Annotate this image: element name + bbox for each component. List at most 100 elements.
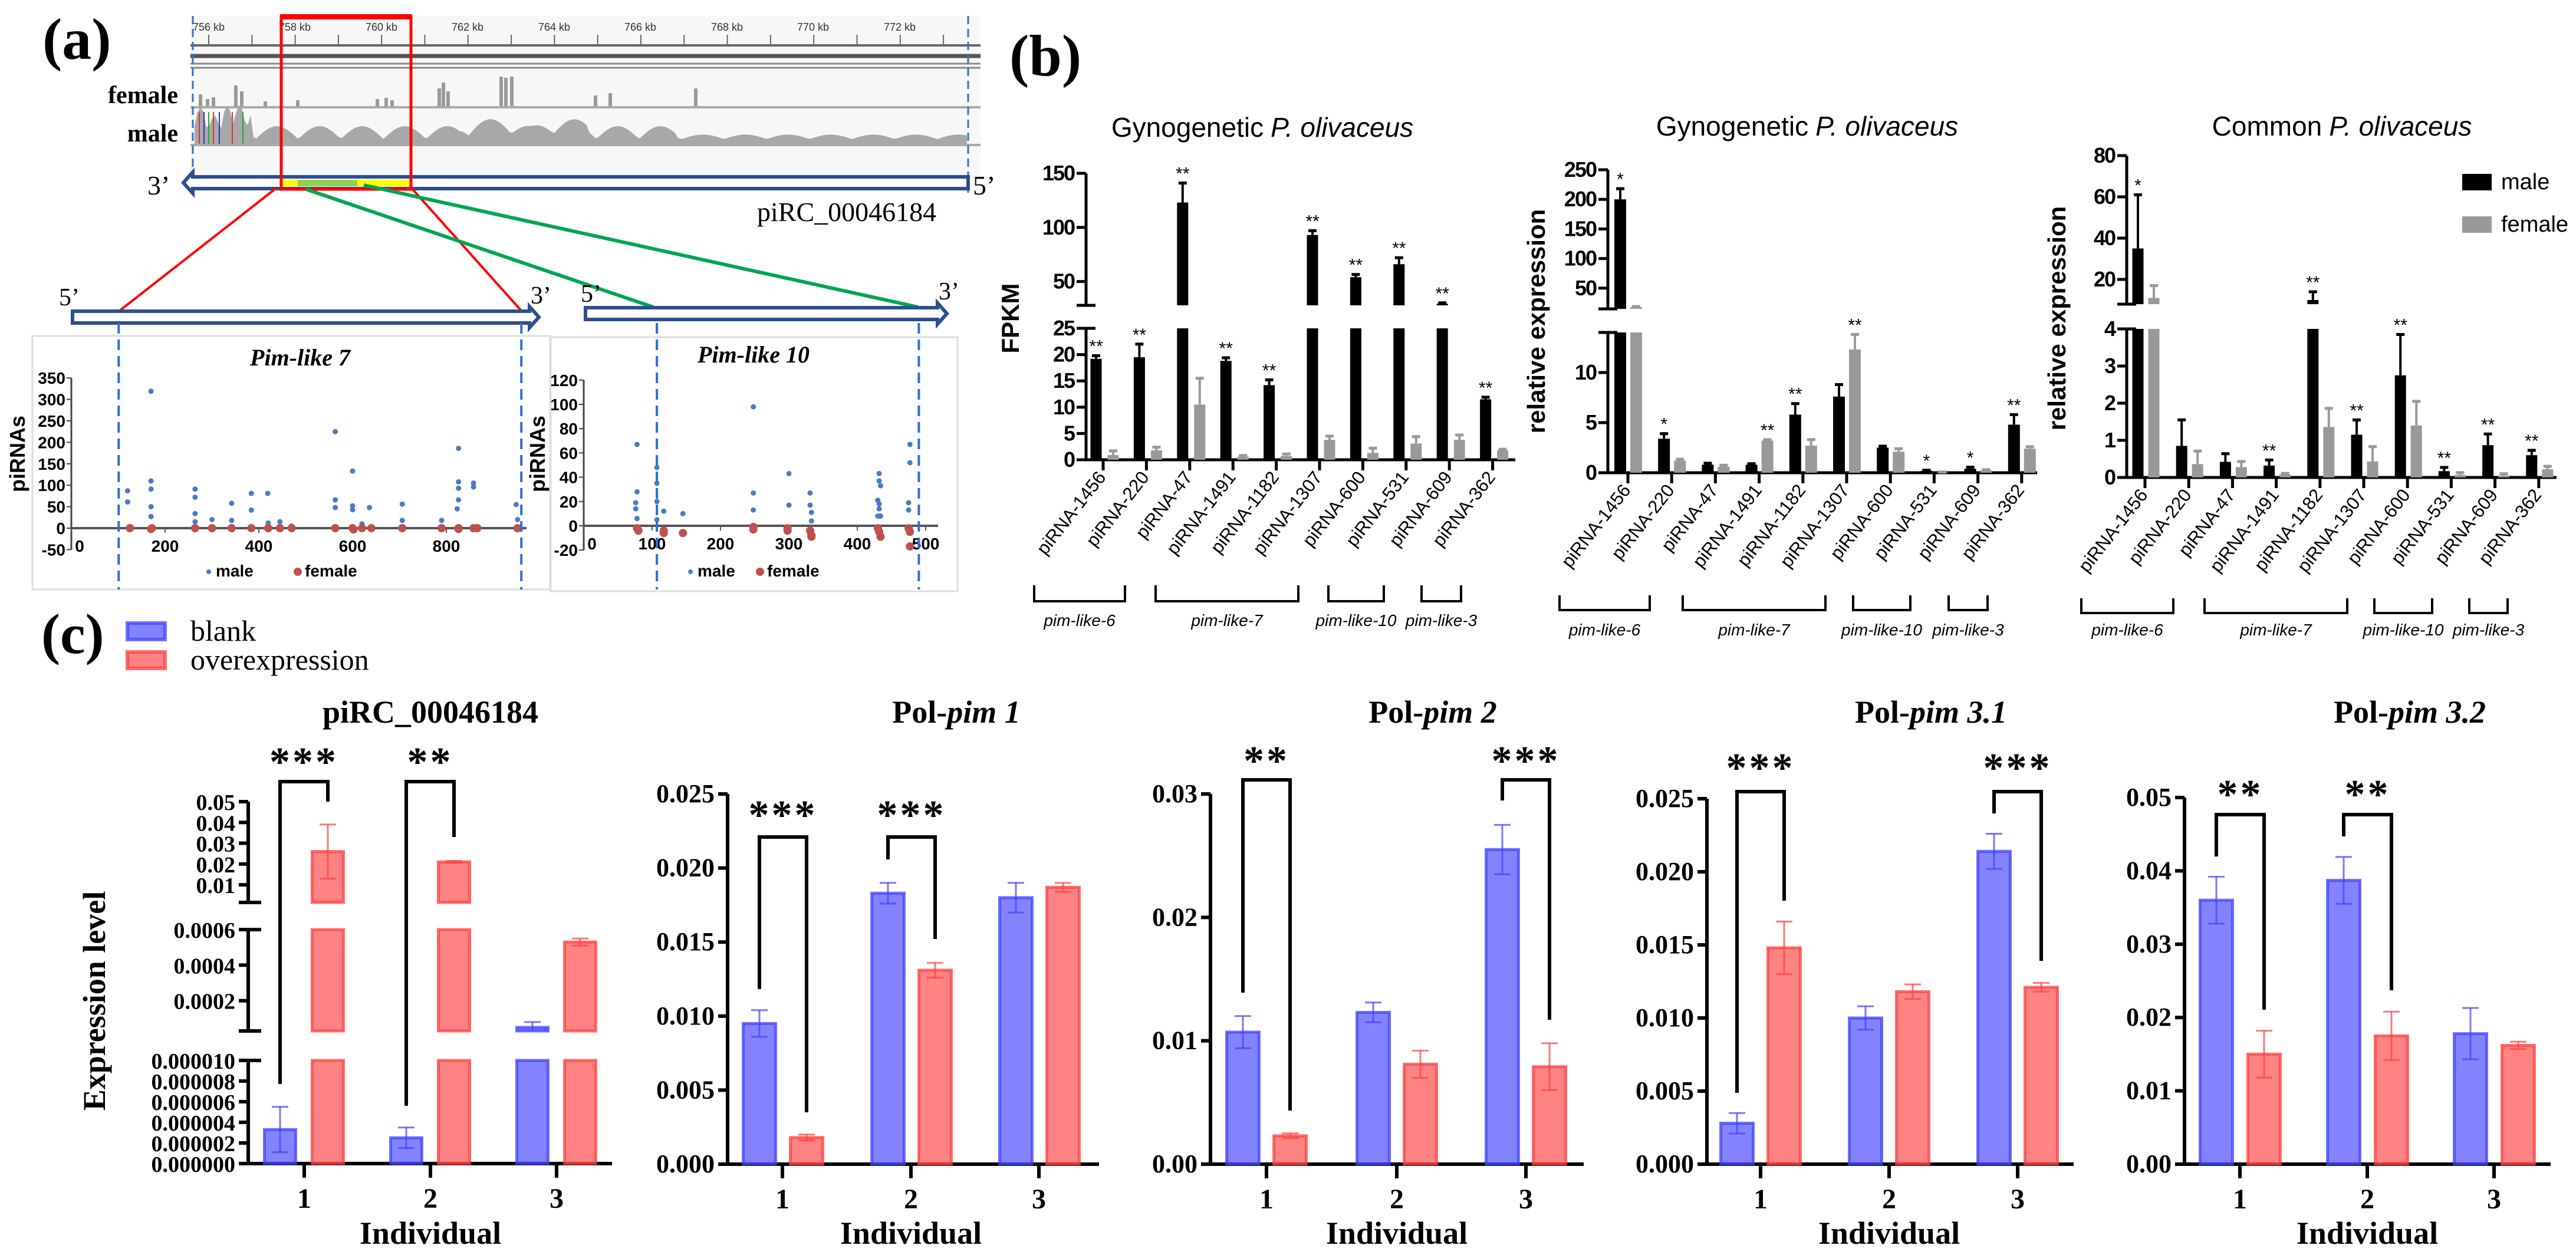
y-axis-label: relative expression bbox=[2043, 206, 2071, 431]
y-axis-label: FPKM bbox=[996, 284, 1024, 354]
bar bbox=[2235, 467, 2247, 477]
legend-label: female bbox=[767, 562, 820, 580]
y-tick-label: 0.000000 bbox=[152, 1152, 236, 1177]
bar bbox=[2148, 298, 2160, 304]
male-point bbox=[633, 500, 639, 506]
highlight-box-top bbox=[280, 14, 412, 19]
chart-title-gene: pim 2 bbox=[1421, 694, 1497, 730]
male-point bbox=[786, 470, 792, 476]
male-point bbox=[248, 490, 254, 496]
arrow-5prime-label: 5’ bbox=[59, 284, 80, 311]
scatter-title: Pim-like 10 bbox=[697, 341, 810, 368]
x-tick-label: 3 bbox=[1032, 1184, 1046, 1215]
significance-marker: ** bbox=[1243, 739, 1289, 784]
x-tick-label: 0 bbox=[587, 535, 597, 553]
y-tick-label: 0 bbox=[2104, 465, 2116, 489]
bar bbox=[2394, 375, 2406, 477]
y-tick-label: 0.00 bbox=[1152, 1149, 1197, 1178]
bar bbox=[2323, 427, 2335, 477]
bar bbox=[789, 1136, 824, 1166]
bar bbox=[1833, 396, 1845, 473]
bar-chart-4: Common P. olivaceus0123420406080piRNA-145… bbox=[2043, 111, 2568, 639]
bar bbox=[1848, 1016, 1883, 1166]
gene-group-label: pim-like-6 bbox=[2091, 621, 2163, 639]
x-tick-label: 400 bbox=[245, 537, 273, 555]
bar bbox=[1237, 456, 1249, 460]
bar bbox=[311, 928, 345, 1033]
gene-group-bracket bbox=[2468, 598, 2509, 614]
significance-marker: ** bbox=[1305, 212, 1320, 231]
male-point bbox=[471, 480, 476, 486]
legend-label: male bbox=[698, 562, 735, 580]
bar bbox=[1702, 464, 1714, 473]
male-point bbox=[876, 501, 882, 507]
comparison-bracket bbox=[404, 780, 456, 1106]
male-point bbox=[148, 486, 154, 492]
female-point bbox=[749, 525, 758, 534]
male-point bbox=[192, 510, 198, 516]
x-tick-label: 2 bbox=[423, 1183, 437, 1214]
y-tick-label: 0.015 bbox=[656, 927, 715, 956]
male-point bbox=[148, 388, 154, 394]
female-point bbox=[807, 532, 816, 541]
chart-title-text: Common bbox=[2212, 111, 2322, 141]
significance-marker: ** bbox=[2345, 772, 2391, 818]
chart-title-gene: pim 3.2 bbox=[2386, 694, 2486, 730]
significance-marker: ** bbox=[1392, 239, 1406, 258]
chart-title-text: piRC_00046184 bbox=[323, 694, 538, 730]
scatter-y-label: piRNAs bbox=[525, 416, 550, 492]
x-tick-label: 3 bbox=[550, 1183, 564, 1214]
female-point bbox=[906, 542, 914, 551]
panel-label-b: (b) bbox=[1009, 23, 1081, 88]
female-coverage-peak bbox=[499, 77, 503, 106]
female-point bbox=[876, 532, 885, 541]
y-tick-label: 0.02 bbox=[196, 853, 236, 878]
bar bbox=[1403, 1062, 1438, 1166]
male-point bbox=[192, 495, 198, 500]
gene-group-label: pim-like-6 bbox=[1568, 621, 1641, 639]
male-point bbox=[808, 518, 814, 524]
x-tick-label: 1 bbox=[297, 1183, 311, 1214]
bar bbox=[917, 968, 953, 1166]
x-tick-label: 100 bbox=[639, 535, 666, 553]
y-tick-label: 0.000010 bbox=[152, 1049, 236, 1074]
chart-title: Gynogenetic P. olivaceus bbox=[1656, 111, 1958, 141]
y-tick-label: 200 bbox=[1564, 187, 1597, 211]
female-coverage-peak bbox=[296, 100, 300, 106]
y-tick-label: 100 bbox=[1042, 215, 1075, 239]
female-point bbox=[331, 524, 340, 532]
chart-title-text: Gynogenetic bbox=[1111, 112, 1264, 143]
gene-group-label: pim-like-7 bbox=[1190, 611, 1264, 630]
y-tick-label: 5 bbox=[1064, 421, 1075, 445]
bar bbox=[1045, 885, 1081, 1166]
female-coverage-peak bbox=[234, 85, 238, 106]
chart-title-text: Pol- bbox=[2334, 694, 2389, 730]
y-tick-label: 0.01 bbox=[2126, 1076, 2172, 1105]
female-coverage-peak bbox=[594, 95, 597, 106]
chart-title: Pol-pim 3.1 bbox=[1855, 694, 2007, 730]
x-tick-label: 0 bbox=[75, 537, 84, 555]
male-point bbox=[399, 501, 405, 507]
bar bbox=[1674, 460, 1686, 473]
bar-chart-7: Pol-pim 20.000.010.020.031 2 3** ***Individ… bbox=[1152, 694, 1584, 1251]
arrow-5prime-label: 5’ bbox=[581, 281, 601, 308]
male-point bbox=[633, 506, 639, 512]
significance-marker: ** bbox=[1089, 337, 1103, 356]
y-tick-label: 0.020 bbox=[656, 854, 715, 882]
chart-title: Pol-pim 1 bbox=[892, 694, 1021, 730]
arrow-3prime-label: 3’ bbox=[531, 282, 551, 309]
y-tick-label: 200 bbox=[38, 433, 65, 452]
y-tick-label: 10 bbox=[1575, 360, 1597, 384]
significance-marker: ** bbox=[1479, 378, 1493, 398]
bar bbox=[1107, 454, 1119, 460]
gene-group-label: pim-like-7 bbox=[1718, 621, 1791, 639]
bar bbox=[2219, 462, 2231, 477]
female-point bbox=[357, 524, 366, 532]
y-tick-label: 50 bbox=[1053, 269, 1075, 294]
female-point bbox=[634, 526, 643, 535]
female-coverage-peak bbox=[694, 88, 698, 106]
y-tick-label: 50 bbox=[47, 498, 65, 516]
significance-marker: ** bbox=[2525, 431, 2539, 451]
y-tick-label: 0.005 bbox=[656, 1075, 715, 1104]
bar bbox=[2024, 986, 2059, 1166]
